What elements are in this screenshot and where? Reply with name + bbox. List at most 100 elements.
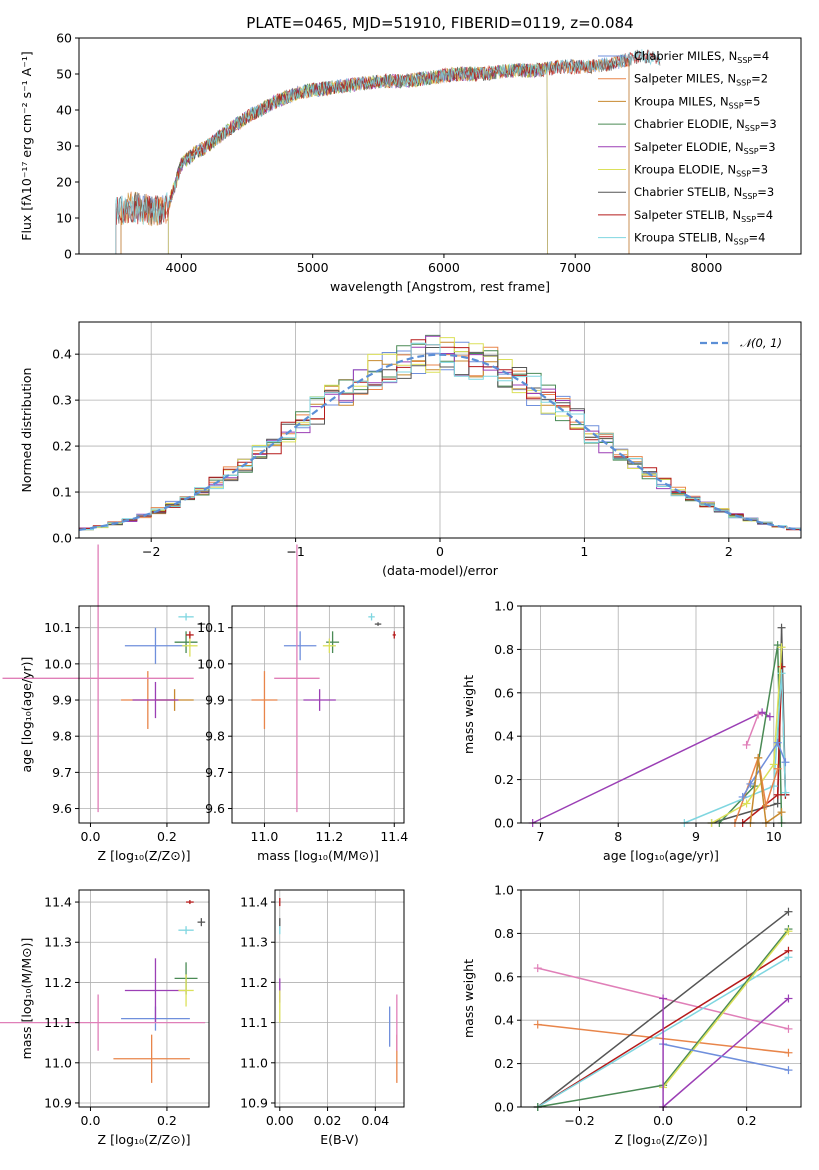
y-tick-label: 10.1 xyxy=(197,620,225,635)
y-tick-label: 9.6 xyxy=(205,801,225,816)
axes-frame xyxy=(78,889,210,1108)
y-axis-label: Normed distribution xyxy=(19,368,34,493)
y-tick-label: 0.8 xyxy=(494,642,514,657)
x-tick-label: 0.0 xyxy=(81,1113,101,1128)
y-tick-label: 11.4 xyxy=(44,895,72,910)
chart-title: PLATE=0465, MJD=51910, FIBERID=0119, z=0… xyxy=(246,14,633,32)
y-tick-label: 0.1 xyxy=(52,485,72,500)
legend-label: Chabrier ELODIE, NSSP=3 xyxy=(634,117,777,133)
y-tick-label: 10.0 xyxy=(44,656,72,671)
y-tick-label: 10.1 xyxy=(44,620,72,635)
y-tick-label: 9.8 xyxy=(205,729,225,744)
y-tick-label: 0 xyxy=(64,247,72,262)
y-tick-label: 0.2 xyxy=(494,1056,514,1071)
x-tick-label: 0.04 xyxy=(361,1113,389,1128)
weight-series xyxy=(711,647,783,824)
x-axis-label: wavelength [Angstrom, rest frame] xyxy=(330,279,550,294)
y-tick-label: 11.4 xyxy=(240,895,268,910)
y-tick-label: 0.2 xyxy=(52,439,72,454)
x-axis-label: (data-model)/error xyxy=(382,563,499,578)
y-tick-label: 11.2 xyxy=(44,975,72,990)
weight-series xyxy=(742,741,787,798)
y-tick-label: 1.0 xyxy=(494,883,514,898)
x-tick-label: 9 xyxy=(692,829,700,844)
spectrum-series xyxy=(167,62,548,255)
x-tick-label: 0.2 xyxy=(737,1113,757,1128)
y-tick-label: 10.9 xyxy=(44,1095,72,1110)
y-tick-label: 0.2 xyxy=(494,772,514,787)
age-vs-z-panel: 0.0 0.2 9.6 9.7 9.8 9.9 10.0 10.1 Z [log₁₀(Z/Z⊙)… xyxy=(2,544,210,863)
x-axis-label: mass [log₁₀(M/M⊙)] xyxy=(257,848,379,863)
y-axis-label: mass weight xyxy=(461,675,476,754)
x-tick-label: −1 xyxy=(286,544,304,559)
y-axis-label: mass [log₁₀(M/M⊙)] xyxy=(19,938,34,1060)
mass-vs-z-panel: 0.0 0.2 10.9 11.0 11.1 11.2 11.3 11.4 Z [log₁₀(Z… xyxy=(0,889,210,1147)
x-tick-label: −0.2 xyxy=(564,1113,594,1128)
y-tick-label: 20 xyxy=(56,175,72,190)
y-tick-label: 0.0 xyxy=(52,531,72,546)
x-tick-label: 10 xyxy=(766,829,782,844)
y-tick-label: 0.0 xyxy=(494,1100,514,1115)
residuals-panel: −2 −1 0 1 2 0.0 0.1 0.2 0.3 0.4 (data-model)/error… xyxy=(19,321,802,578)
y-tick-label: 40 xyxy=(56,103,72,118)
mass-vs-ebv-panel: 0.00 0.02 0.04 10.9 11.0 11.1 11.2 11.3 11.4 E(B-… xyxy=(240,889,405,1147)
y-tick-label: 0.3 xyxy=(52,393,72,408)
x-tick-label: 0.0 xyxy=(81,829,101,844)
x-tick-label: 0.00 xyxy=(266,1113,294,1128)
axes-frame xyxy=(520,605,802,824)
legend-label: Salpeter STELIB, NSSP=4 xyxy=(634,208,773,224)
mass-weight-vs-age-panel: 7 8 9 10 0.0 0.2 0.4 0.6 0.8 1.0 age [log₁₀(age/yr… xyxy=(461,599,802,863)
y-tick-label: 11.1 xyxy=(240,1015,268,1030)
y-tick-label: 0.6 xyxy=(494,969,514,984)
y-tick-label: 9.8 xyxy=(52,729,72,744)
y-tick-label: 9.7 xyxy=(52,765,72,780)
x-tick-label: 0 xyxy=(436,544,444,559)
x-tick-label: 0.2 xyxy=(157,1113,177,1128)
spectrum-series xyxy=(115,49,661,254)
y-tick-label: 9.9 xyxy=(52,693,72,708)
y-tick-label: 11.0 xyxy=(240,1055,268,1070)
y-tick-label: 10 xyxy=(56,211,72,226)
x-tick-label: 2 xyxy=(725,544,733,559)
y-tick-label: 50 xyxy=(56,67,72,82)
y-tick-label: 11.3 xyxy=(44,935,72,950)
y-tick-label: 60 xyxy=(56,31,72,46)
mass-weight-vs-z-panel: −0.2 0.0 0.2 0.0 0.2 0.4 0.6 0.8 1.0 Z [log₁₀(Z/Z… xyxy=(461,883,802,1147)
y-tick-label: 9.6 xyxy=(52,801,72,816)
weight-series xyxy=(662,997,789,1108)
x-axis-label: Z [log₁₀(Z/Z⊙)] xyxy=(615,1132,708,1147)
y-tick-label: 0.8 xyxy=(494,926,514,941)
y-tick-label: 0.0 xyxy=(494,816,514,831)
x-tick-label: 11.0 xyxy=(251,829,279,844)
axes-frame xyxy=(78,605,210,824)
x-tick-label: 0.02 xyxy=(314,1113,342,1128)
y-tick-label: 0.4 xyxy=(494,1013,514,1028)
y-tick-label: 10.9 xyxy=(240,1095,268,1110)
legend-label: Salpeter MILES, NSSP=2 xyxy=(634,72,768,88)
legend-label: Salpeter ELODIE, NSSP=3 xyxy=(634,140,776,156)
y-tick-label: 11.3 xyxy=(240,935,268,950)
y-tick-label: 9.9 xyxy=(205,693,225,708)
y-axis-label: mass weight xyxy=(461,959,476,1038)
axes-frame xyxy=(231,605,405,824)
histogram-series xyxy=(79,342,801,530)
y-tick-label: 1.0 xyxy=(494,599,514,614)
legend-label: Kroupa MILES, NSSP=5 xyxy=(634,94,760,110)
axes-frame xyxy=(520,889,802,1108)
weight-series xyxy=(662,1043,789,1071)
y-tick-label: 0.4 xyxy=(52,347,72,362)
y-tick-label: 11.0 xyxy=(44,1055,72,1070)
y-axis-label: Flux [fλ10⁻¹⁷ erg cm⁻² s⁻¹ A⁻¹] xyxy=(19,51,34,240)
x-tick-label: 6000 xyxy=(428,260,460,275)
weight-series xyxy=(684,673,787,824)
x-axis-label: Z [log₁₀(Z/Z⊙)] xyxy=(98,1132,191,1147)
x-tick-label: 4000 xyxy=(165,260,197,275)
legend-label: Chabrier STELIB, NSSP=3 xyxy=(634,185,774,201)
x-tick-label: 5000 xyxy=(297,260,329,275)
x-tick-label: −2 xyxy=(142,544,160,559)
y-tick-label: 9.7 xyxy=(205,765,225,780)
normal-curve xyxy=(78,353,802,531)
y-tick-label: 11.1 xyxy=(44,1015,72,1030)
x-axis-label: age [log₁₀(age/yr)] xyxy=(603,848,719,863)
